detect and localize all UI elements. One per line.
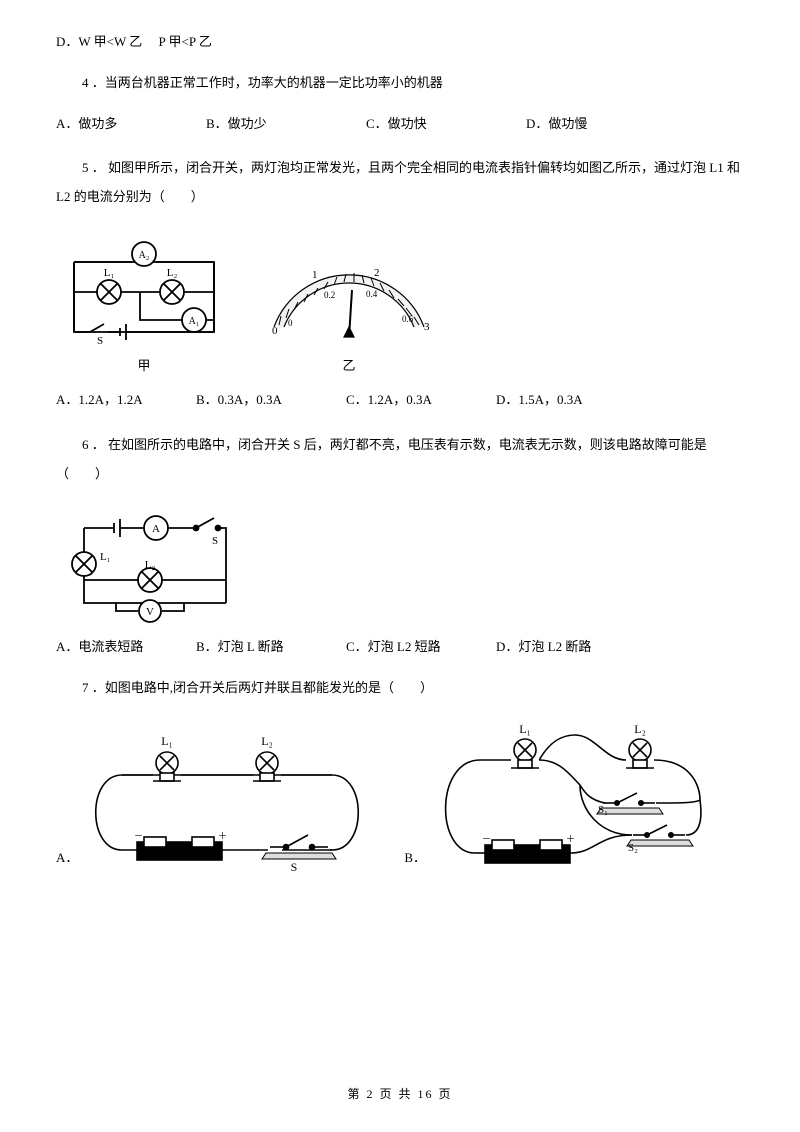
q4-options: A．做功多 B．做功少 C．做功快 D．做功慢 (56, 114, 744, 135)
svg-text:A: A (152, 523, 160, 535)
svg-text:S: S (212, 535, 218, 547)
q7-circuit-b-svg: L₁ L₂ S₁ S₂ － ＋ (430, 725, 730, 875)
meter-yi-svg: 0 1 2 3 0 0.2 0.4 0.6 (254, 242, 444, 352)
svg-text:0.2: 0.2 (324, 290, 335, 300)
q7-opt-a-letter: A． (56, 848, 78, 875)
svg-text:S₁: S₁ (598, 804, 608, 816)
q5-figures: A₂ A₁ L₁ L₂ S 甲 (64, 232, 744, 377)
circuit-jia-svg: A₂ A₁ L₁ L₂ S (64, 232, 224, 352)
svg-text:L₂: L₂ (262, 735, 274, 748)
q7-opt-b-wrap: B． (404, 725, 730, 875)
svg-text:A₂: A₂ (139, 250, 150, 261)
q5-stem: 5 ． 如图甲所示，闭合开关，两灯泡均正常发光，且两个完全相同的电流表指针偏转均… (56, 154, 744, 211)
q6-options: A．电流表短路 B．灯泡 L 断路 C．灯泡 L2 短路 D．灯泡 L2 断路 (56, 637, 744, 658)
q7-opt-a-wrap: A． (56, 735, 372, 875)
q4-opt-c: C．做功快 (366, 114, 526, 135)
q5-fig-right: 0 1 2 3 0 0.2 0.4 0.6 乙 (254, 242, 444, 377)
q4-opt-a: A．做功多 (56, 114, 206, 135)
q3-option-d: D．W 甲<W 乙 P 甲<P 乙 (56, 32, 744, 53)
q6-opt-a: A．电流表短路 (56, 637, 196, 658)
svg-text:0.4: 0.4 (366, 289, 378, 299)
svg-text:＋: ＋ (218, 831, 227, 841)
svg-text:－: － (482, 834, 491, 844)
svg-text:L₁: L₁ (104, 267, 115, 279)
circuit-q6-svg: A S L₁ L₂ V (66, 508, 241, 623)
svg-text:S: S (97, 335, 103, 347)
q4-opt-b: B．做功少 (206, 114, 366, 135)
svg-text:A₁: A₁ (189, 316, 200, 327)
svg-text:0.6: 0.6 (402, 314, 414, 324)
svg-text:0: 0 (288, 318, 293, 328)
q5-options: A．1.2A，1.2A B．0.3A，0.3A C．1.2A，0.3A D．1.… (56, 390, 744, 411)
svg-text:3: 3 (424, 321, 430, 333)
q7-opt-b-letter: B． (404, 848, 426, 875)
q6-stem: 6 ． 在如图所示的电路中，闭合开关 S 后，两灯都不亮，电压表有示数，电流表无… (56, 431, 744, 488)
q4-stem: 4 ．当两台机器正常工作时，功率大的机器一定比功率小的机器 (56, 73, 744, 94)
svg-text:L₁: L₁ (100, 551, 111, 563)
svg-text:＋: ＋ (566, 834, 575, 844)
q5-fig-left: A₂ A₁ L₁ L₂ S 甲 (64, 232, 224, 377)
svg-text:V: V (146, 606, 154, 618)
q5-opt-c: C．1.2A，0.3A (346, 390, 496, 411)
q7-circuit-a-svg: L₁ L₂ － ＋ S (82, 735, 372, 875)
q7-figures: A． (56, 725, 744, 875)
svg-text:0: 0 (272, 325, 278, 337)
svg-text:L₂: L₂ (167, 267, 178, 279)
q6-opt-d: D．灯泡 L2 断路 (496, 637, 646, 658)
q7-stem: 7 ．如图电路中,闭合开关后两灯并联且都能发光的是（ ） (56, 678, 744, 699)
svg-text:L₂: L₂ (145, 559, 156, 571)
svg-text:S: S (291, 860, 298, 874)
q5-opt-a: A．1.2A，1.2A (56, 390, 196, 411)
svg-text:S₂: S₂ (628, 842, 638, 854)
svg-text:L₂: L₂ (634, 725, 646, 736)
svg-text:L₁: L₁ (162, 735, 174, 748)
q5-opt-d: D．1.5A，0.3A (496, 390, 646, 411)
svg-text:－: － (134, 831, 143, 841)
page-footer: 第 2 页 共 16 页 (0, 1085, 800, 1104)
svg-text:1: 1 (312, 269, 318, 281)
q6-opt-c: C．灯泡 L2 短路 (346, 637, 496, 658)
q6-opt-b: B．灯泡 L 断路 (196, 637, 346, 658)
svg-text:L₁: L₁ (519, 725, 531, 736)
q5-fig-left-label: 甲 (64, 356, 224, 377)
svg-text:2: 2 (374, 267, 380, 279)
q5-opt-b: B．0.3A，0.3A (196, 390, 346, 411)
q4-opt-d: D．做功慢 (526, 114, 676, 135)
q6-figure: A S L₁ L₂ V (66, 508, 744, 623)
q5-fig-right-label: 乙 (254, 356, 444, 377)
